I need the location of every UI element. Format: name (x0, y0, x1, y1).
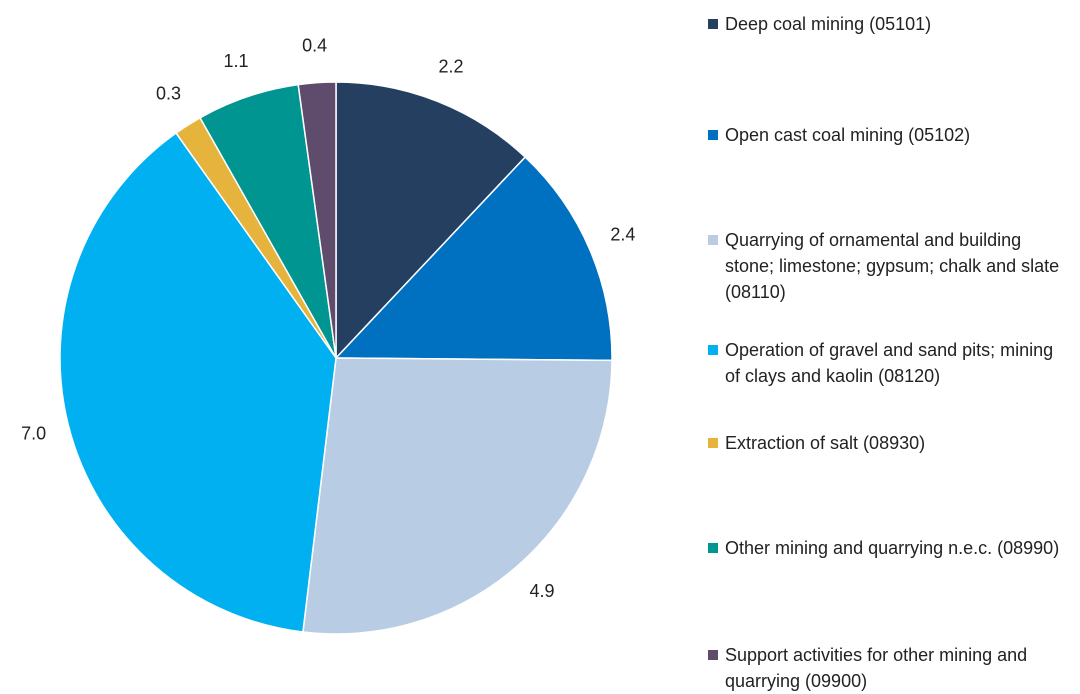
legend-swatch (708, 543, 718, 553)
legend-item: Open cast coal mining (05102) (708, 122, 1080, 148)
legend-item: Extraction of salt (08930) (708, 430, 1080, 456)
legend-item: Support activities for other mining and … (708, 642, 1080, 694)
legend-item: Deep coal mining (05101) (708, 11, 1080, 37)
data-label: 0.3 (156, 83, 181, 103)
legend-label: Quarrying of ornamental and building sto… (725, 230, 1060, 302)
pie-slice (335, 81, 527, 360)
data-label: 2.4 (610, 224, 635, 244)
pie-slice (297, 81, 337, 359)
legend-label: Open cast coal mining (05102) (725, 125, 971, 145)
legend-label: Operation of gravel and sand pits; minin… (725, 340, 1054, 386)
data-label: 4.9 (529, 581, 554, 601)
legend-item: Quarrying of ornamental and building sto… (708, 227, 1075, 305)
legend-item: Other mining and quarrying n.e.c. (08990… (708, 535, 1080, 561)
legend-label: Deep coal mining (05101) (725, 14, 932, 34)
legend-label: Other mining and quarrying n.e.c. (08990… (725, 538, 1060, 558)
pie-slice (59, 132, 337, 633)
pie-slice (302, 357, 613, 635)
legend-swatch (708, 438, 718, 448)
legend-label: Support activities for other mining and … (725, 645, 1028, 691)
legend-swatch (708, 19, 718, 29)
legend-swatch (708, 345, 718, 355)
chart: 2.2 2.4 4.9 7.0 0.3 1.1 0.4 (21, 35, 635, 635)
legend-swatch (708, 650, 718, 660)
data-label: 7.0 (21, 424, 46, 444)
legend-label: Extraction of salt (08930) (725, 433, 926, 453)
data-label: 2.2 (439, 57, 464, 77)
pie-slice (334, 156, 613, 362)
legend-item: Operation of gravel and sand pits; minin… (708, 337, 1065, 389)
data-label: 0.4 (302, 35, 327, 55)
legend-swatch (708, 130, 718, 140)
data-label: 1.1 (224, 51, 249, 71)
legend-swatch (708, 235, 718, 245)
